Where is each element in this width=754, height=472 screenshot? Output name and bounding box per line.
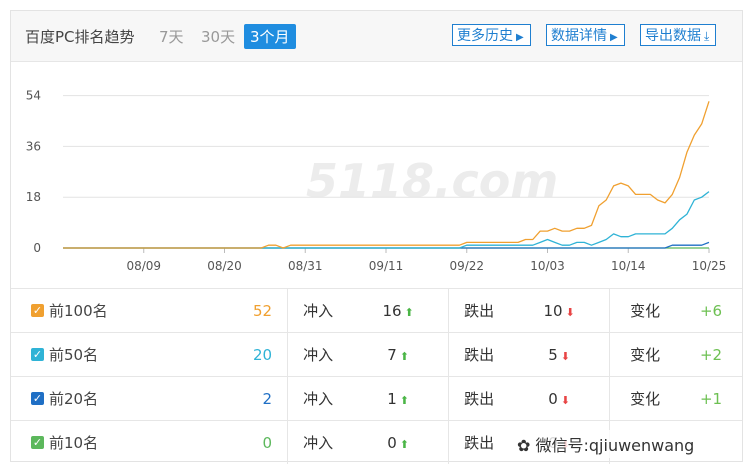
x-tick-label: 08/09 <box>126 259 161 273</box>
tab-30-days[interactable]: 30天 <box>201 28 236 46</box>
download-icon: ⤓ <box>704 29 710 43</box>
out-count-cell: 10 ⬇ <box>509 288 610 333</box>
series-name: 前10名 <box>49 434 99 452</box>
export-data-label: 导出数据 <box>645 28 701 44</box>
in-label: 冲入 <box>287 332 349 377</box>
out-label: 跌出 <box>448 420 510 464</box>
panel-title: 百度PC排名趋势 <box>25 28 135 46</box>
y-tick-label: 36 <box>26 139 41 153</box>
change-value: +1 <box>680 376 742 421</box>
stats-row: ✓ 前50名 20 冲入 7 ⬆ 跌出 5 ⬇ 变化 +2 <box>11 332 742 377</box>
caret-right-icon: ▶ <box>610 32 618 43</box>
series-value: 20 <box>253 332 288 377</box>
more-history-button[interactable]: 更多历史 ▶ <box>452 24 531 46</box>
change-label: 变化 <box>609 332 681 377</box>
out-label: 跌出 <box>448 288 510 333</box>
change-label: 变化 <box>609 376 681 421</box>
arrow-up-icon: ⬆ <box>399 437 409 451</box>
export-data-button[interactable]: 导出数据 ⤓ <box>640 24 717 46</box>
in-label: 冲入 <box>287 288 349 333</box>
y-tick-label: 18 <box>26 190 41 204</box>
y-tick-label: 54 <box>26 89 41 103</box>
change-value: +2 <box>680 332 742 377</box>
series-name: 前100名 <box>49 302 108 320</box>
series-value: 0 <box>253 420 288 464</box>
in-count-cell: 0 ⬆ <box>348 420 449 464</box>
arrow-down-icon: ⬇ <box>560 349 570 363</box>
in-count: 7 <box>387 345 397 364</box>
panel-header: 百度PC排名趋势 7天 30天 3个月 更多历史 ▶ 数据详情 ▶ 导出数据 ⤓ <box>11 11 742 62</box>
stats-table: ✓ 前100名 52 冲入 16 ⬆ 跌出 10 ⬇ 变化 +6 ✓ 前50名 20 冲入 7 ⬆ 跌出 5 ⬇ 变化 +… <box>11 288 742 464</box>
out-label: 跌出 <box>448 376 510 421</box>
ranking-trend-panel: 百度PC排名趋势 7天 30天 3个月 更多历史 ▶ 数据详情 ▶ 导出数据 ⤓ 51… <box>10 10 743 464</box>
checkbox-icon[interactable]: ✓ <box>31 436 44 449</box>
in-count: 1 <box>387 389 397 408</box>
x-tick-label: 09/11 <box>369 259 404 273</box>
out-count: 10 <box>543 301 563 320</box>
x-tick-label: 08/20 <box>207 259 242 273</box>
x-tick-label: 10/25 <box>692 259 727 273</box>
series-cell[interactable]: ✓ 前100名 <box>11 288 253 333</box>
caret-right-icon: ▶ <box>516 32 524 43</box>
tab-7-days[interactable]: 7天 <box>159 28 184 46</box>
series-value: 52 <box>253 288 288 333</box>
series-line <box>63 101 710 249</box>
stats-row: ✓ 前100名 52 冲入 16 ⬆ 跌出 10 ⬇ 变化 +6 <box>11 288 742 333</box>
checkbox-icon[interactable]: ✓ <box>31 348 44 361</box>
out-count: 5 <box>548 345 558 364</box>
in-count-cell: 16 ⬆ <box>348 288 449 333</box>
x-tick-label: 10/03 <box>530 259 565 273</box>
series-name: 前20名 <box>49 390 99 408</box>
change-value: +6 <box>680 288 742 333</box>
data-details-button[interactable]: 数据详情 ▶ <box>546 24 625 46</box>
arrow-up-icon: ⬆ <box>399 393 409 407</box>
in-label: 冲入 <box>287 420 349 464</box>
out-count-cell: 0⬇ <box>509 376 610 421</box>
x-tick-label: 08/31 <box>288 259 323 273</box>
chart-watermark: 5118.com <box>306 154 558 208</box>
series-cell[interactable]: ✓ 前10名 <box>11 420 253 464</box>
series-cell[interactable]: ✓ 前20名 <box>11 376 253 421</box>
wechat-watermark-text: 微信号:qjiuwenwang <box>535 436 695 455</box>
arrow-up-icon: ⬆ <box>404 305 414 319</box>
trend-chart: 5118.com 0 18 36 54 08/09 08/20 08/31 09/11 09/22… <box>11 62 742 288</box>
data-details-label: 数据详情 <box>551 28 607 44</box>
checkbox-icon[interactable]: ✓ <box>31 392 44 405</box>
wechat-icon: ✿ <box>517 436 531 455</box>
stats-row: ✓ 前20名 2 冲入 1 ⬆ 跌出 0 ⬇ 变化 +1 <box>11 376 742 421</box>
series-value: 2 <box>253 376 288 421</box>
tab-3-months[interactable]: 3个月 <box>244 24 296 49</box>
out-label: 跌出 <box>448 332 510 377</box>
trend-chart-svg: 5118.com 0 18 36 54 08/09 08/20 08/31 09/11 09/22… <box>26 89 727 273</box>
wechat-watermark: ✿ 微信号:qjiuwenwang <box>513 430 699 458</box>
in-count-cell: 1 ⬆ <box>348 376 449 421</box>
arrow-up-icon: ⬆ <box>399 349 409 363</box>
series-name: 前50名 <box>49 346 99 364</box>
checkbox-icon[interactable]: ✓ <box>31 304 44 317</box>
y-tick-label: 0 <box>33 241 41 255</box>
in-count: 0 <box>387 433 397 452</box>
x-tick-label: 10/14 <box>611 259 646 273</box>
out-count-cell: 5 ⬇ <box>509 332 610 377</box>
in-label: 冲入 <box>287 376 349 421</box>
arrow-down-icon: ⬇ <box>560 393 570 407</box>
more-history-label: 更多历史 <box>457 28 513 44</box>
in-count: 16 <box>382 301 402 320</box>
out-count: 0 <box>548 389 558 408</box>
arrow-down-icon: ⬇ <box>565 305 575 319</box>
change-label: 变化 <box>609 288 681 333</box>
series-cell[interactable]: ✓ 前50名 <box>11 332 253 377</box>
x-tick-label: 09/22 <box>449 259 484 273</box>
in-count-cell: 7 ⬆ <box>348 332 449 377</box>
